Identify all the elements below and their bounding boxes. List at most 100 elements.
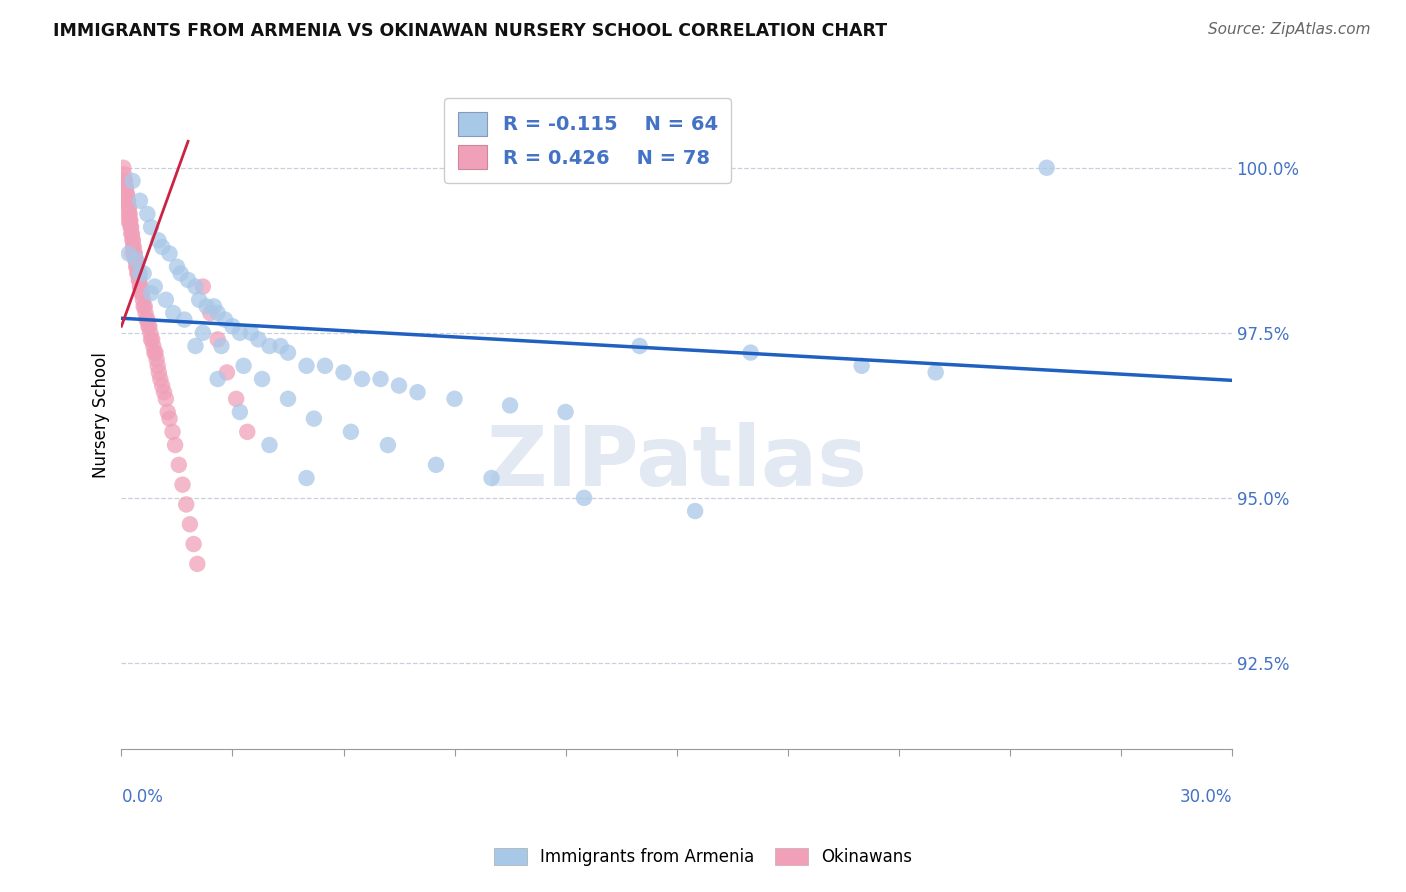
Point bbox=[259, 339, 281, 353]
Point bbox=[166, 260, 188, 274]
Point bbox=[554, 405, 576, 419]
Point bbox=[117, 200, 139, 214]
Point bbox=[150, 378, 173, 392]
Point bbox=[135, 312, 157, 326]
Point bbox=[121, 174, 143, 188]
Point bbox=[124, 246, 146, 260]
Point bbox=[124, 246, 146, 260]
Point bbox=[851, 359, 873, 373]
Point bbox=[425, 458, 447, 472]
Point bbox=[120, 227, 142, 241]
Point bbox=[207, 332, 229, 346]
Point bbox=[172, 477, 194, 491]
Point bbox=[114, 194, 136, 208]
Point bbox=[200, 306, 222, 320]
Point bbox=[148, 365, 170, 379]
Point bbox=[120, 220, 142, 235]
Point bbox=[136, 312, 159, 326]
Point bbox=[183, 537, 205, 551]
Point bbox=[156, 405, 179, 419]
Point bbox=[122, 240, 145, 254]
Point bbox=[232, 359, 254, 373]
Point bbox=[125, 253, 148, 268]
Point bbox=[377, 438, 399, 452]
Point bbox=[129, 279, 152, 293]
Point bbox=[173, 312, 195, 326]
Point bbox=[134, 306, 156, 320]
Text: Source: ZipAtlas.com: Source: ZipAtlas.com bbox=[1208, 22, 1371, 37]
Point bbox=[118, 246, 141, 260]
Point bbox=[340, 425, 363, 439]
Point bbox=[115, 187, 138, 202]
Point bbox=[134, 299, 156, 313]
Point bbox=[215, 365, 238, 379]
Point bbox=[146, 359, 169, 373]
Point bbox=[112, 174, 135, 188]
Point bbox=[127, 266, 149, 280]
Point bbox=[314, 359, 336, 373]
Point bbox=[121, 233, 143, 247]
Point bbox=[117, 194, 139, 208]
Point bbox=[214, 312, 236, 326]
Point bbox=[118, 207, 141, 221]
Point bbox=[112, 167, 135, 181]
Y-axis label: Nursery School: Nursery School bbox=[93, 352, 110, 478]
Point bbox=[332, 365, 354, 379]
Point bbox=[122, 240, 145, 254]
Point bbox=[277, 345, 299, 359]
Point bbox=[167, 458, 190, 472]
Point bbox=[1035, 161, 1057, 175]
Text: 0.0%: 0.0% bbox=[121, 788, 163, 805]
Point bbox=[924, 365, 946, 379]
Point bbox=[295, 359, 318, 373]
Point bbox=[443, 392, 465, 406]
Point bbox=[247, 332, 270, 346]
Point bbox=[221, 319, 243, 334]
Point bbox=[207, 372, 229, 386]
Text: 30.0%: 30.0% bbox=[1180, 788, 1232, 805]
Legend: R = -0.115    N = 64, R = 0.426    N = 78: R = -0.115 N = 64, R = 0.426 N = 78 bbox=[444, 98, 731, 183]
Text: IMMIGRANTS FROM ARMENIA VS OKINAWAN NURSERY SCHOOL CORRELATION CHART: IMMIGRANTS FROM ARMENIA VS OKINAWAN NURS… bbox=[53, 22, 887, 40]
Point bbox=[177, 273, 200, 287]
Point bbox=[628, 339, 651, 353]
Text: ZIPatlas: ZIPatlas bbox=[486, 422, 868, 502]
Point bbox=[209, 339, 232, 353]
Point bbox=[118, 213, 141, 227]
Point bbox=[169, 266, 191, 280]
Point bbox=[143, 279, 166, 293]
Point bbox=[277, 392, 299, 406]
Point bbox=[129, 194, 152, 208]
Point bbox=[115, 180, 138, 194]
Point bbox=[148, 233, 170, 247]
Point bbox=[229, 326, 252, 340]
Point bbox=[295, 471, 318, 485]
Point bbox=[117, 213, 139, 227]
Point bbox=[139, 332, 162, 346]
Point bbox=[184, 279, 207, 293]
Point bbox=[302, 411, 325, 425]
Point bbox=[120, 213, 142, 227]
Point bbox=[128, 273, 150, 287]
Point bbox=[229, 405, 252, 419]
Point bbox=[131, 286, 153, 301]
Point bbox=[195, 299, 218, 313]
Point bbox=[139, 220, 162, 235]
Point bbox=[150, 240, 173, 254]
Point bbox=[184, 339, 207, 353]
Point bbox=[114, 180, 136, 194]
Legend: Immigrants from Armenia, Okinawans: Immigrants from Armenia, Okinawans bbox=[486, 841, 920, 873]
Point bbox=[162, 425, 184, 439]
Point bbox=[122, 233, 145, 247]
Point bbox=[191, 326, 214, 340]
Point bbox=[117, 194, 139, 208]
Point bbox=[236, 425, 259, 439]
Point bbox=[149, 372, 172, 386]
Point bbox=[350, 372, 373, 386]
Point bbox=[153, 385, 176, 400]
Point bbox=[139, 286, 162, 301]
Point bbox=[142, 339, 165, 353]
Point bbox=[114, 174, 136, 188]
Point bbox=[188, 293, 211, 307]
Point bbox=[145, 352, 167, 367]
Point bbox=[120, 220, 142, 235]
